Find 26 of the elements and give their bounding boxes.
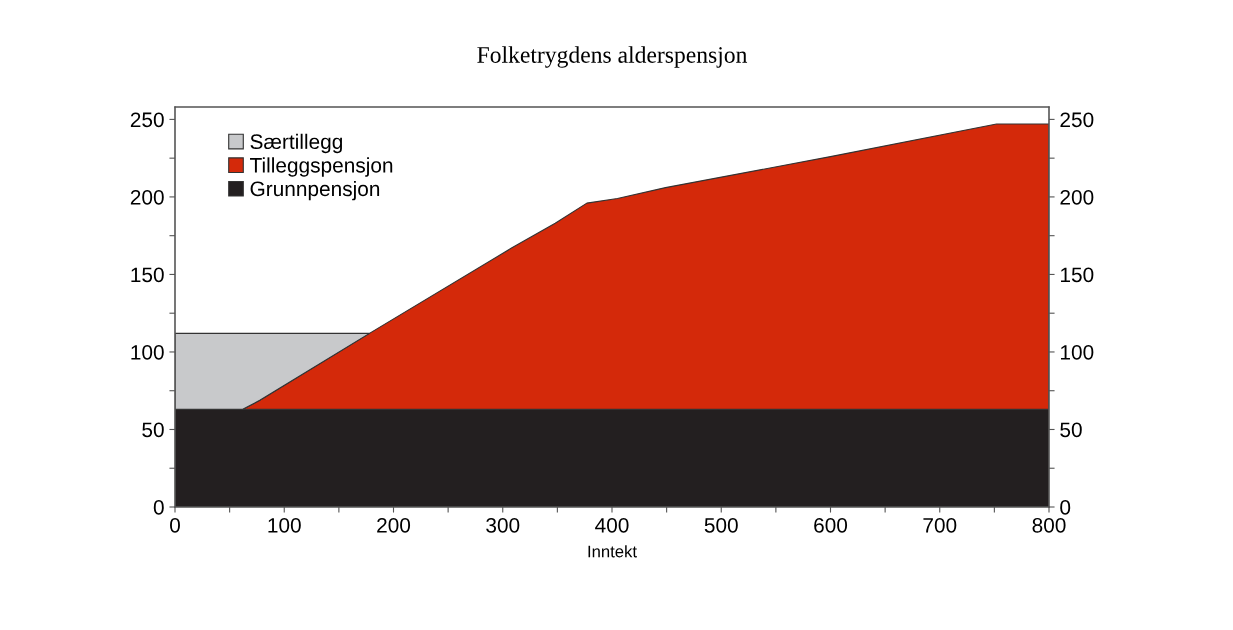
x-axis-title: Inntekt xyxy=(588,545,637,558)
chart-title: Folketrygdens alderspensjon xyxy=(477,46,748,68)
x-tick-label: 300 xyxy=(486,517,520,533)
x-tick-label: 500 xyxy=(704,517,738,533)
y2-tick-label: 150 xyxy=(1061,267,1094,283)
y-tick-label: 200 xyxy=(130,189,164,205)
x-tick-label: 800 xyxy=(1032,517,1066,533)
x-tick-label: 700 xyxy=(923,517,957,533)
legend-label: Grunnpensjon xyxy=(250,180,380,201)
y2-tick-label: 0 xyxy=(1060,500,1071,515)
y2-tick-label: 250 xyxy=(1060,112,1094,128)
y2-tick-label: 50 xyxy=(1060,422,1082,438)
y-tick-label: 150 xyxy=(131,267,164,283)
y2-tick-label: 100 xyxy=(1061,344,1094,360)
y-tick-label: 50 xyxy=(142,422,164,438)
x-tick-label: 100 xyxy=(268,517,301,533)
y-tick-label: 100 xyxy=(131,344,164,360)
x-tick-label: 600 xyxy=(814,517,848,533)
x-tick-label: 400 xyxy=(595,517,629,533)
y-tick-label: 0 xyxy=(153,500,164,515)
legend-label: Tilleggspensjon xyxy=(250,157,393,177)
y2-tick-label: 200 xyxy=(1060,189,1094,205)
legend-label: Særtillegg xyxy=(250,133,342,154)
y-tick-label: 250 xyxy=(130,112,164,128)
x-tick-label: 0 xyxy=(170,517,180,533)
x-tick-label: 200 xyxy=(377,517,411,533)
